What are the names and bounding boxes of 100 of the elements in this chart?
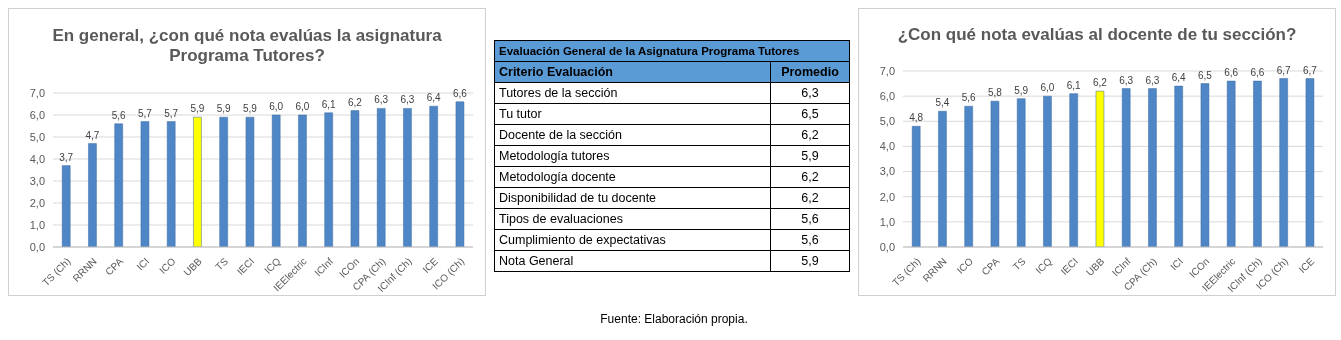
data-label: 6,3 <box>400 94 415 106</box>
y-tick-label: 0,0 <box>29 240 45 253</box>
y-tick-label: 4,0 <box>29 152 45 165</box>
bar <box>1095 90 1105 247</box>
text: Evaluación General de la Asignatura Programa Tutores <box>494 40 850 62</box>
data-label: 6,2 <box>1092 77 1108 89</box>
chart-title: En general, ¿con qué nota evalúas la asignatura Programa Tutores? <box>51 25 443 67</box>
x-tick-label: IECI <box>234 255 257 278</box>
category-label: Tipos de evaluaciones <box>494 208 771 230</box>
y-tick-label: 2,0 <box>879 190 895 203</box>
bar <box>61 165 71 247</box>
bar <box>324 112 333 247</box>
bar <box>990 100 1000 247</box>
source-note: Fuente: Elaboración propia. <box>599 312 749 326</box>
bar <box>964 105 973 247</box>
data-label: 5,9 <box>1014 84 1029 96</box>
bar <box>219 116 228 247</box>
x-tick-label: ICQ <box>1033 255 1054 277</box>
x-tick-label: ICO <box>157 255 178 277</box>
data-label: 6,0 <box>1040 82 1055 94</box>
y-tick-label: 5,0 <box>879 115 895 128</box>
y-tick-label: 0,0 <box>879 240 895 253</box>
y-tick-label: 7,0 <box>879 64 895 77</box>
category-label: Metodología docente <box>494 166 771 188</box>
bar <box>114 123 123 247</box>
category-label: Tu tutor <box>494 103 771 125</box>
y-tick-label: 2,0 <box>29 196 45 209</box>
x-tick-label: TS <box>213 255 231 273</box>
category-label: Metodología tutores <box>494 145 771 167</box>
bar <box>1200 83 1210 247</box>
bar <box>140 121 150 247</box>
x-tick-label: UBB <box>1083 255 1107 278</box>
bar <box>271 114 281 247</box>
category-label: Cumplimiento de expectativas <box>494 229 771 251</box>
x-tick-label: ICI <box>1168 255 1186 273</box>
data-label: 6,3 <box>374 94 389 106</box>
text: 5,9 <box>801 254 819 268</box>
text: 5,9 <box>801 149 819 163</box>
chart-title: ¿Con qué nota evalúas al docente de tu sección? <box>896 24 1298 46</box>
x-tick-label: ICE <box>420 255 441 276</box>
data-label: 5,9 <box>216 103 232 115</box>
data-label: 6,6 <box>1250 67 1265 79</box>
data-label: 6,4 <box>426 92 442 104</box>
bar <box>1069 93 1078 247</box>
x-tick-label: TS <box>1010 255 1028 273</box>
y-tick-label: 7,0 <box>29 86 45 99</box>
bar <box>1043 95 1052 247</box>
data-label: 5,8 <box>987 87 1003 99</box>
bar <box>429 105 438 247</box>
data-label: 5,7 <box>137 107 153 119</box>
y-tick-label: 3,0 <box>29 174 45 187</box>
y-tick-label: 6,0 <box>29 108 45 121</box>
category-label: Disponibilidad de tu docente <box>494 187 771 209</box>
data-label: 6,0 <box>295 101 310 112</box>
y-tick-label: 1,0 <box>879 215 895 228</box>
data-label: 6,3 <box>1145 74 1160 86</box>
x-tick-label: ICI <box>134 255 152 273</box>
data-label: 4,8 <box>909 112 924 124</box>
data-label: 6,5 <box>1197 69 1213 81</box>
bar <box>403 108 412 247</box>
text: 5,6 <box>801 212 819 226</box>
bar <box>938 110 947 247</box>
category-label: Nota General <box>494 250 771 272</box>
x-tick-label: ICE <box>1296 255 1317 276</box>
bar <box>1121 88 1131 247</box>
data-label: 6,3 <box>1119 74 1134 86</box>
data-label: 5,9 <box>190 103 205 115</box>
y-tick-label: 1,0 <box>29 218 45 231</box>
data-label: 6,6 <box>452 87 468 99</box>
bar <box>1253 80 1262 247</box>
data-label: 5,4 <box>935 97 950 109</box>
data-label: 6,7 <box>1276 64 1292 76</box>
text: Promedio <box>770 61 850 83</box>
data-label: 3,7 <box>59 151 74 163</box>
data-label: 6,0 <box>269 101 284 112</box>
bar <box>1148 88 1157 247</box>
bar <box>245 116 255 247</box>
data-label: 6,4 <box>1171 72 1187 84</box>
data-label: 6,6 <box>1224 67 1239 79</box>
text: 6,3 <box>801 86 819 100</box>
text: 6,2 <box>801 170 819 184</box>
data-label: 6,1 <box>321 98 337 110</box>
data-label: 6,1 <box>1066 79 1082 91</box>
bar <box>193 116 202 247</box>
bar <box>1279 78 1288 247</box>
bar <box>1305 78 1315 247</box>
bar <box>911 126 921 247</box>
bar <box>88 143 97 247</box>
x-tick-label: UBB <box>181 255 205 278</box>
x-tick-label: ICO <box>954 255 976 277</box>
data-label: 6,2 <box>347 96 363 108</box>
data-label: 5,6 <box>961 92 977 104</box>
bar <box>1226 80 1236 247</box>
bar <box>166 121 176 247</box>
category-label: Tutores de la sección <box>494 82 771 104</box>
category-label: Docente de la sección <box>494 124 771 146</box>
data-label: 5,6 <box>111 109 127 121</box>
data-label: 5,7 <box>164 107 179 119</box>
bar <box>376 108 386 247</box>
text: 6,2 <box>801 191 819 205</box>
